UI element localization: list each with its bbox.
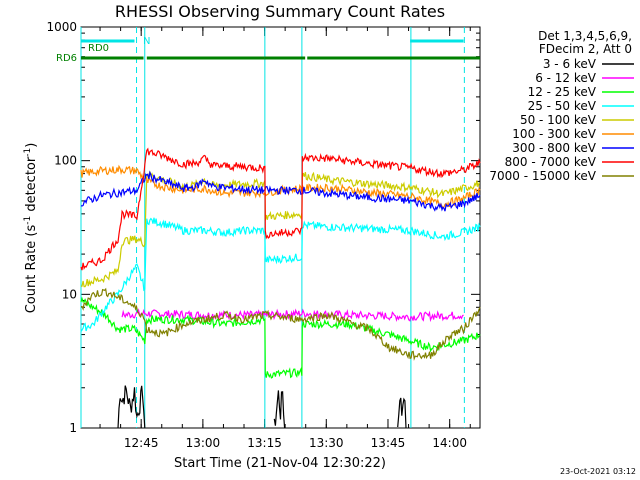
series-3-6-kev-line-b (273, 390, 286, 429)
legend-entry-label: 25 - 50 keV (528, 99, 597, 113)
plot-frame (80, 26, 481, 429)
series-lines (80, 147, 481, 429)
series-3-6-kev-line (117, 385, 146, 429)
y-tick-label: 1000 (46, 20, 77, 34)
y-tick-label: 10 (62, 287, 77, 301)
status-flags (81, 39, 480, 60)
x-axis: 12:45 13:00 13:15 13:30 13:45 14:00 (99, 27, 471, 450)
legend-entry-label: 800 - 7000 keV (505, 155, 597, 169)
legend-entry-label: 100 - 300 keV (512, 127, 596, 141)
x-tick-label: 14:00 (432, 436, 467, 450)
plot-area (80, 26, 481, 429)
flag-label-rd6: RD6 (56, 53, 77, 64)
x-tick-label: 13:15 (247, 436, 282, 450)
series-100-300-kev-line (80, 164, 481, 210)
y-axis-label-mid: detector (24, 156, 39, 216)
x-tick-label: 12:45 (124, 436, 159, 450)
y-axis-label-sup1: -1 (23, 216, 33, 225)
x-tick-label: 13:00 (186, 436, 221, 450)
chart-title: RHESSI Observing Summary Count Rates (115, 2, 445, 21)
x-axis-label: Start Time (21-Nov-04 12:30:22) (174, 456, 386, 471)
footer-date: 23-Oct-2021 03:12 (560, 467, 636, 476)
y-axis-label-end: ) (24, 143, 39, 148)
series-25-50-kev-line (80, 217, 481, 332)
series-7000-15000-kev-line (80, 287, 481, 361)
series-300-800-kev-line (80, 170, 481, 212)
flag-label-rd0: RD0 (88, 43, 109, 54)
series-3-6-kev-line-c (397, 397, 407, 429)
legend-entry-label: 12 - 25 keV (528, 85, 597, 99)
y-axis: 1 10 100 1000 (46, 20, 480, 435)
series-6-12-kev-line (121, 308, 464, 323)
legend-entry-label: 7000 - 15000 keV (489, 169, 596, 183)
legend-entry-label: 50 - 100 keV (520, 113, 597, 127)
flag-label-n: N (143, 36, 150, 47)
legend-header-1: Det 1,3,4,5,6,9, (538, 29, 632, 43)
series-800-7000-kev-line (80, 147, 481, 271)
legend-entry-label: 300 - 800 keV (512, 141, 596, 155)
x-tick-label: 13:30 (309, 436, 344, 450)
legend: Det 1,3,4,5,6,9, FDecim 2, Att 0 3 - 6 k… (489, 29, 634, 183)
y-tick-label: 100 (54, 154, 77, 168)
x-tick-label: 13:45 (371, 436, 406, 450)
y-axis-label: Count Rate (s-1 detector-1) (23, 143, 39, 314)
legend-header-2: FDecim 2, Att 0 (539, 42, 632, 56)
y-axis-label-sup2: -1 (23, 148, 33, 157)
legend-entry-label: 3 - 6 keV (543, 57, 597, 71)
y-tick-label: 1 (69, 421, 77, 435)
series-12-25-kev-line (80, 296, 481, 379)
legend-entry-label: 6 - 12 keV (535, 71, 597, 85)
y-axis-label-main: Count Rate (s (24, 225, 39, 314)
